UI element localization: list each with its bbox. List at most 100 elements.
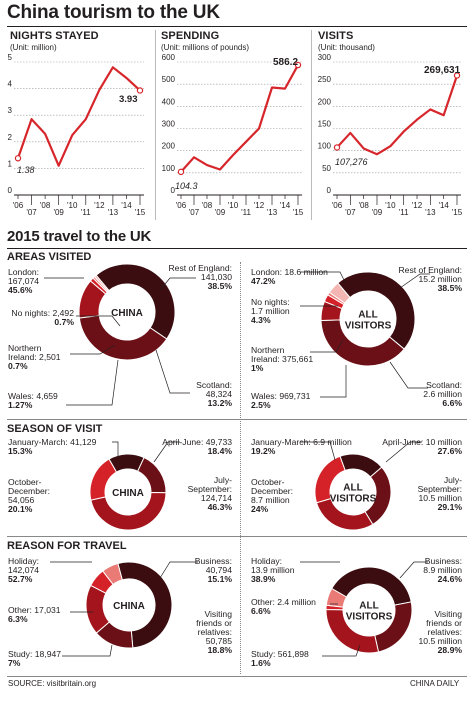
visits-chart-unit: (Unit: thousand)	[318, 43, 375, 52]
leader-line	[320, 365, 347, 398]
donut-slice	[314, 455, 346, 504]
x-tick-label: '15	[293, 208, 304, 217]
end-point-marker	[333, 144, 341, 151]
y-tick-label: 1	[8, 159, 13, 168]
chart-divider-1	[155, 30, 156, 220]
x-tick-label: '10	[385, 201, 396, 210]
y-tick-label: 600	[162, 53, 176, 62]
x-tick-label: '13	[108, 208, 119, 217]
spending-last-value: 586.2	[273, 57, 299, 68]
y-tick-label: 0	[327, 186, 332, 195]
donut-center-label: CHINA	[111, 308, 143, 319]
season-china-od-label: October- December: 54,056 20.1%	[8, 477, 51, 515]
x-tick-label: '13	[267, 208, 278, 217]
season-title: SEASON OF VISIT	[7, 423, 103, 435]
areas-china-wales-label: Wales: 4,659 1.27%	[8, 391, 58, 411]
y-tick-label: 250	[318, 75, 332, 84]
y-tick-label: 2	[8, 133, 13, 142]
section-rule	[7, 248, 467, 249]
reason-china-donut: CHINA	[85, 561, 173, 649]
y-tick-label: 400	[162, 97, 176, 106]
donut-center-label: VISITORS	[330, 494, 377, 505]
leader-line	[66, 359, 119, 406]
x-tick-label: '09	[372, 208, 383, 217]
reason-all-vfr-label: Visiting friends or relatives: 10.5 million…	[418, 609, 462, 656]
source-note: SOURCE: visitbritain.org	[8, 679, 97, 688]
reason-title: REASON FOR TRAVEL	[7, 540, 127, 552]
donut-slice	[93, 274, 110, 293]
x-tick-label: '09	[215, 208, 226, 217]
series-line	[336, 75, 459, 156]
visits-first-value: 107,276	[335, 157, 368, 167]
y-tick-label: 300	[318, 53, 332, 62]
season-china-jm-label: January-March: 41,129 15.3%	[8, 437, 97, 457]
y-tick-label: 500	[162, 75, 176, 84]
season-all-js-label: July- September: 10.5 million 29.1%	[417, 475, 462, 513]
x-tick-label: '06	[13, 201, 24, 210]
chart-divider-2	[311, 30, 312, 220]
areas-all-rest-label: Rest of England: 15.2 million 38.5%	[398, 265, 462, 294]
donut-center-label: CHINA	[113, 601, 145, 612]
x-tick-label: '12	[254, 201, 265, 210]
x-tick-label: '12	[94, 201, 105, 210]
end-point-marker	[177, 168, 185, 176]
donut-slice	[95, 263, 176, 340]
end-point-marker	[294, 61, 302, 69]
spending-line-chart: 0 100 200 300 400 500 600 '06'07'08'09'10'11'12…	[162, 53, 304, 217]
x-tick-label: '08	[358, 201, 369, 210]
x-tick-label: '06	[332, 201, 343, 210]
y-tick-label: 50	[322, 164, 331, 173]
areas-all-london-label: London: 18.6 million 47.2%	[251, 267, 328, 287]
nights-chart-title: NIGHTS STAYED	[10, 30, 99, 42]
page-title: China tourism to the UK	[7, 2, 220, 23]
y-tick-label: 0	[8, 186, 13, 195]
x-tick-label: '09	[53, 208, 64, 217]
areas-all-wales-label: Wales: 969,731 2.5%	[251, 391, 311, 411]
x-tick-label: '14	[438, 201, 449, 210]
y-tick-label: 150	[318, 120, 332, 129]
y-tick-label: 100	[162, 164, 176, 173]
y-tick-label: 100	[318, 142, 332, 151]
season-all-jm-label: January-March: 6.9 million 19.2%	[251, 437, 352, 457]
y-tick-label: 3	[8, 106, 13, 115]
areas-china-rest-label: Rest of England: 141,030 38.5%	[168, 263, 232, 292]
areas-china-nonights-label: No nights: 2,492 0.7%	[11, 308, 74, 328]
x-tick-label: '07	[345, 208, 356, 217]
areas-title: AREAS VISITED	[7, 251, 92, 263]
visits-last-value: 269,631	[424, 65, 461, 76]
areas-all-ni-label: Northern Ireland: 375,661 1%	[251, 345, 314, 374]
areas-china-scotland-label: Scotland: 48,324 13.2%	[196, 380, 232, 409]
x-tick-label: '14	[121, 201, 132, 210]
donut-slice	[117, 561, 173, 649]
x-tick-label: '15	[452, 208, 463, 217]
footer-rule	[7, 676, 467, 677]
end-point-marker	[136, 87, 144, 94]
reason-china-holiday-label: Holiday: 142,074 52.7%	[8, 556, 40, 585]
season-china-js-label: July- September: 124,714 46.3%	[187, 475, 232, 513]
x-tick-label: '11	[81, 208, 91, 217]
season-rule	[7, 536, 467, 537]
season-china-aj-label: April-June: 49,733 18.4%	[162, 437, 232, 457]
areas-rule	[7, 419, 467, 420]
donut-slice	[90, 491, 167, 531]
reason-china-vfr-label: Visiting friends or relatives: 50,785 18.8%	[196, 609, 232, 656]
areas-all-scotland-label: Scotland: 2.6 million 6.6%	[423, 380, 462, 409]
credit-note: CHINA DAILY	[410, 679, 460, 688]
areas-china-ni-label: Northern Ireland: 2,501 0.7%	[8, 343, 61, 372]
reason-all-holiday-label: Holiday: 13.9 million 38.9%	[251, 556, 295, 585]
series-line	[16, 66, 141, 167]
donut-slice	[89, 458, 118, 501]
reason-all-business-label: Business: 8.9 million 24.6%	[423, 556, 462, 585]
reason-china-study-label: Study: 18,947 7%	[8, 649, 62, 669]
x-tick-label: '07	[189, 208, 200, 217]
nights-stayed-line-chart: 0 1 2 3 4 5 '06'07'08'09'10'11'12'13'14'15	[8, 53, 146, 217]
x-tick-label: '10	[67, 201, 78, 210]
donut-center-label: CHINA	[112, 488, 144, 499]
end-point-marker	[453, 72, 461, 79]
donut-slice	[331, 566, 412, 606]
donut-center-label: ALL	[358, 310, 377, 321]
nights-last-value: 3.93	[119, 94, 138, 105]
